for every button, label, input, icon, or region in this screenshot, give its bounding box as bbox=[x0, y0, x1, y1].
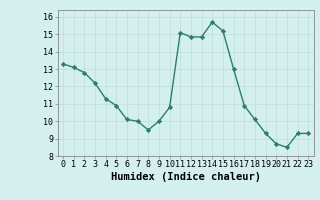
X-axis label: Humidex (Indice chaleur): Humidex (Indice chaleur) bbox=[111, 172, 260, 182]
